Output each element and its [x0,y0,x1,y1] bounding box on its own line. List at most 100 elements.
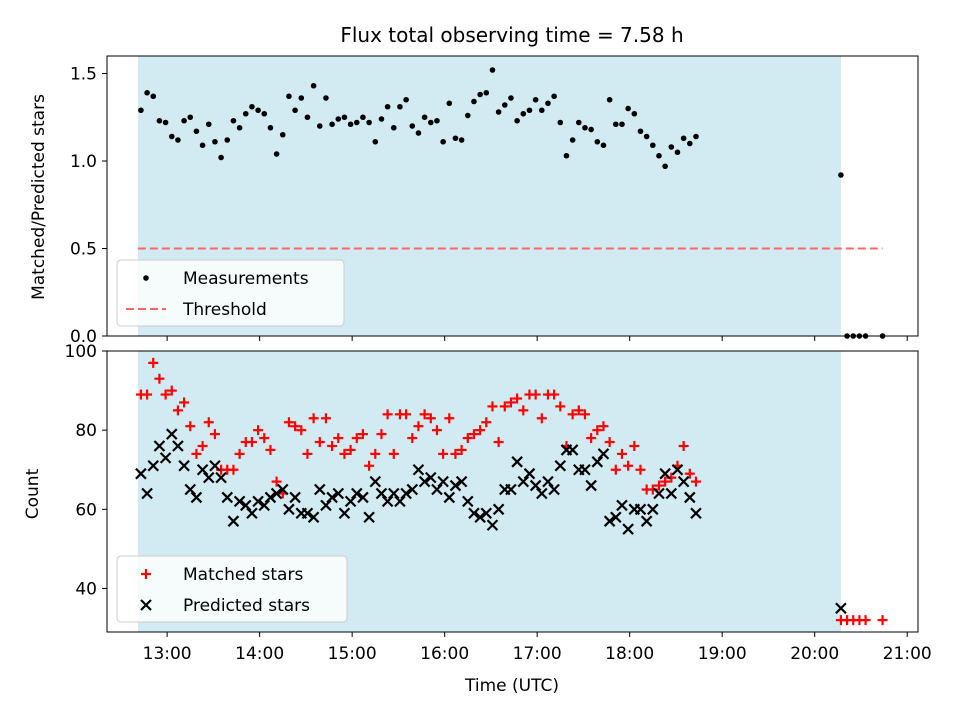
data-point [289,491,301,504]
data-point [425,413,436,424]
data-point [369,475,382,488]
data-point [199,142,206,149]
data-point [382,409,393,420]
x-tick-label: 14:00 [235,644,284,664]
data-point [142,389,153,400]
data-point [403,96,409,103]
data-point [313,483,326,496]
y-tick-label: 1.0 [70,152,97,172]
data-point [388,448,399,459]
data-point [384,103,391,110]
data-point [227,515,240,527]
data-point [443,491,456,504]
data-point [635,464,646,475]
data-point [159,452,172,464]
data-point [511,456,523,468]
data-point [296,425,307,436]
data-point [209,459,221,472]
data-point [335,116,342,122]
data-point [629,440,640,451]
data-point [606,96,613,103]
data-point [487,401,498,412]
data-point [838,172,844,178]
data-point [579,463,591,476]
data-point [665,487,678,500]
data-point [267,124,274,131]
data-point [286,93,292,100]
data-point [427,119,434,126]
data-point [486,519,499,531]
data-point [631,110,638,117]
legend-label: Threshold [182,300,267,320]
data-point [563,152,570,159]
data-point [545,100,551,107]
data-point [283,417,294,428]
data-point [600,142,607,149]
data-point [610,511,622,524]
data-point [468,429,479,440]
data-point [508,95,514,101]
data-point [650,142,656,149]
data-point [388,487,400,500]
data-point [475,425,486,436]
data-point [329,121,335,128]
data-point [538,107,545,114]
data-point [160,389,171,400]
data-point [523,467,536,480]
data-point [591,456,604,468]
data-point [582,124,588,131]
data-point [493,437,504,448]
data-point [619,121,625,128]
data-point [640,515,653,527]
data-point [165,428,178,440]
data-point [273,151,280,157]
data-point [168,133,175,140]
data-point [302,448,313,459]
data-point [409,123,416,129]
data-point [172,440,184,452]
data-point [860,615,871,626]
data-point [431,483,443,496]
legend-box [116,555,348,623]
data-point [680,135,687,142]
data-point [360,114,366,121]
data-point [616,448,627,459]
data-point [637,128,644,135]
data-point [221,491,234,504]
data-point [625,105,631,112]
data-point [690,507,702,520]
data-point [212,138,218,145]
data-point [603,515,616,527]
data-point [215,471,227,484]
data-point [193,128,200,135]
data-point [418,475,431,488]
data-point [464,112,471,119]
data-point [495,109,502,115]
data-point [437,475,449,488]
data-point [407,433,418,444]
data-point [452,135,459,142]
data-point [634,503,647,516]
data-point [141,487,153,500]
data-point [148,357,159,368]
data-point [344,495,357,508]
x-tick-label: 17:00 [513,644,562,664]
data-point [341,114,348,121]
y-tick-label: 100 [65,342,97,362]
data-point [480,507,493,520]
data-point [489,67,496,73]
data-point [242,110,249,117]
data-point [265,444,276,455]
data-point [551,93,557,100]
data-point [253,425,264,436]
data-point [529,479,542,492]
x-axis-label: Time (UTC) [464,676,559,696]
data-point [255,107,261,114]
x-tick-label: 21:00 [883,644,932,664]
data-point [575,119,582,126]
data-point [415,130,422,136]
data-point [162,119,169,126]
data-point [555,401,566,412]
bottom-panel: 40 60 80 100 13:00 14:00 15:00 16:00 17:00 18:00 1… [65,342,932,664]
data-point [643,133,650,140]
